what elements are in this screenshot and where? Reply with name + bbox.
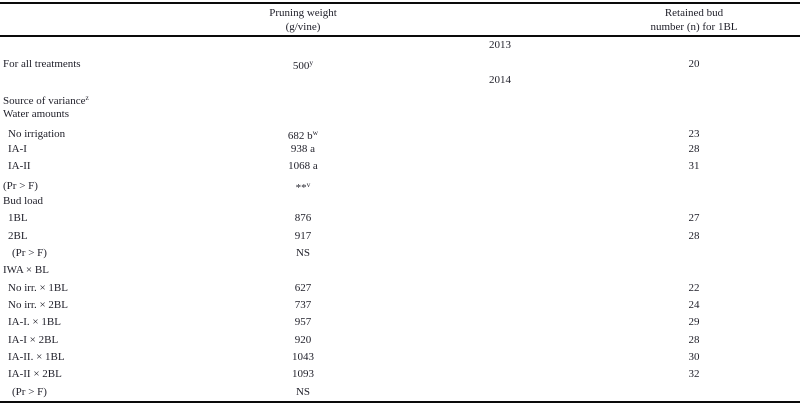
retained-bud-value: 29 [688,316,700,329]
header-retained-bud-line1: Retained bud [664,6,724,19]
retained-bud-value: 27 [688,212,700,225]
table-row: For all treatments 500y 20 [0,54,800,72]
table-row: (Pr > F) NS [0,245,800,262]
row-label: IA-I [8,142,27,155]
table-row: (Pr > F) **v [0,176,800,194]
row-label: IWA × BL [3,264,49,277]
pruning-weight-value: 938 a [290,142,316,155]
pruning-weight-value: 876 [294,212,312,225]
row-label: IA-I. × 1BL [8,316,61,329]
pruning-weight-value: NS [295,246,311,259]
footnote-superscript: w [312,127,319,137]
retained-bud-value: 20 [688,58,700,71]
header-pruning-weight-line2: (g/vine) [285,20,321,33]
pruning-weight-value: 627 [294,281,312,294]
retained-bud-value: 24 [688,298,700,311]
retained-bud-value: 22 [688,281,700,294]
row-label: Water amounts [3,108,70,121]
table-bottom-rule [0,401,800,403]
pruning-weight-value: NS [295,385,311,398]
pruning-weight-value: 500y [292,58,314,73]
footnote-superscript: y [309,58,314,68]
year-label: 2013 [489,39,511,51]
header-pruning-weight: Pruning weight (g/vine) [160,6,446,34]
table-row: Source of variancez [0,89,800,107]
row-label: IA-II [8,160,31,173]
pruning-weight-value: 1093 [292,368,314,381]
table-row: 2BL 917 28 [0,228,800,245]
pruning-weight-value: 920 [294,333,312,346]
table-row: IA-I. × 1BL 957 29 [0,314,800,331]
table-row: (Pr > F) NS [0,384,800,401]
table-top-rule [0,2,800,4]
table-header-row: Pruning weight (g/vine) Retained bud num… [0,4,800,35]
retained-bud-value: 28 [688,229,700,242]
row-label: 1BL [8,212,28,225]
header-retained-bud-line2: number (n) for 1BL [650,20,738,33]
table-row: Bud load [0,193,800,210]
table-row: No irr. × 1BL 627 22 [0,280,800,297]
table-row: No irr. × 2BL 737 24 [0,297,800,314]
retained-bud-value: 23 [688,127,700,140]
row-label: For all treatments [3,58,81,71]
table-row: 1BL 876 27 [0,210,800,227]
pruning-weight-value: 682 bw [287,127,319,142]
year-row: 2014 [0,72,800,89]
table-row: IA-II 1068 a 31 [0,158,800,175]
table-row: IA-I × 2BL 920 28 [0,332,800,349]
table-row: No irrigation 682 bw 23 [0,124,800,142]
footnote-superscript: v [306,179,311,189]
pruning-weight-value: 1068 a [288,160,318,173]
retained-bud-value: 28 [688,333,700,346]
footnote-superscript: z [85,92,89,102]
year-row: 2013 [0,37,800,54]
retained-bud-value: 31 [688,160,700,173]
row-label: (Pr > F) [12,246,47,259]
row-label: IA-I × 2BL [8,333,59,346]
row-label: No irrigation [8,127,66,140]
header-retained-bud: Retained bud number (n) for 1BL [588,6,800,34]
row-label: No irr. × 1BL [8,281,68,294]
row-label: IA-II × 2BL [8,368,62,381]
year-label: 2014 [489,73,511,86]
retained-bud-value: 32 [688,368,700,381]
retained-bud-value: 30 [688,350,700,363]
table-row: IA-II. × 1BL 1043 30 [0,349,800,366]
table-row: IA-II × 2BL 1093 32 [0,366,800,383]
row-label: No irr. × 2BL [8,298,68,311]
table-row: IWA × BL [0,262,800,279]
pruning-weight-value: 957 [294,316,312,329]
row-label: (Pr > F) [12,385,47,398]
row-label: Source of variancez [3,92,89,107]
pruning-weight-value: **v [295,179,311,194]
table-body: 2013 For all treatments 500y 20 2014 Source o… [0,37,800,401]
table-row: Water amounts [0,106,800,123]
table-row: IA-I 938 a 28 [0,141,800,158]
row-label: (Pr > F) [3,179,38,192]
pruning-weight-value: 1043 [292,350,314,363]
header-pruning-weight-line1: Pruning weight [269,6,337,19]
retained-bud-value: 28 [688,142,700,155]
pruning-weight-value: 917 [294,229,312,242]
row-label: IA-II. × 1BL [8,350,65,363]
row-label: Bud load [3,194,44,207]
table-header-rule [0,35,800,37]
pruning-weight-value: 737 [294,298,312,311]
row-label: 2BL [8,229,28,242]
